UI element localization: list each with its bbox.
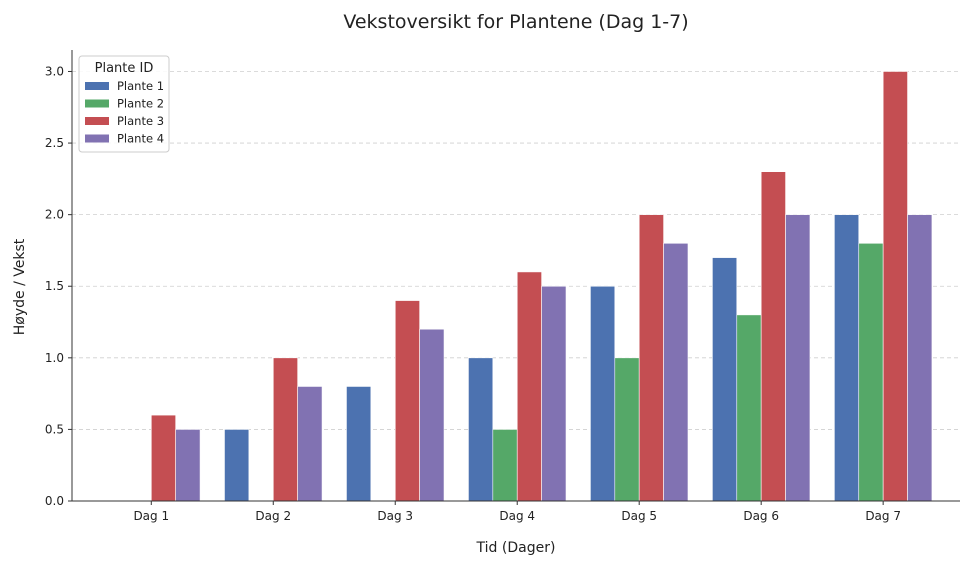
bar-plante-4 [907, 214, 933, 502]
bar-plante-2 [858, 242, 884, 502]
bar-plante-3 [394, 300, 420, 502]
bar-plante-3 [882, 71, 908, 502]
legend: Plante ID Plante 1 Plante 2 Plante 3 Plante … [78, 55, 170, 153]
bar-plante-4 [785, 214, 811, 502]
legend-title: Plante ID [95, 61, 154, 76]
bar-plante-2 [614, 357, 640, 502]
bar-plante-2 [492, 429, 518, 502]
y-tick-label: 0.5 [45, 422, 64, 436]
x-tick-label: Dag 2 [255, 509, 291, 523]
x-ticks: Dag 1 Dag 2 Dag 3 Dag 4 Dag 5 Dag 6 Dag 7 [133, 501, 901, 523]
bar-plante-1 [468, 357, 494, 502]
bar-plante-1 [346, 386, 372, 502]
bar-plante-1 [224, 429, 250, 502]
bar-plante-4 [419, 328, 445, 502]
y-ticks: 0.0 0.5 1.0 1.5 2.0 2.5 3.0 [45, 64, 72, 508]
gridlines [72, 71, 960, 430]
y-tick-label: 2.5 [45, 136, 64, 150]
y-tick-label: 2.0 [45, 208, 64, 222]
bar-plante-3 [272, 357, 298, 502]
y-axis-label: Høyde / Vekst [12, 238, 28, 335]
bar-plante-4 [663, 242, 689, 502]
x-tick-label: Dag 3 [377, 509, 413, 523]
bar-plante-3 [760, 171, 786, 502]
bar-plante-2 [736, 314, 762, 502]
axes [71, 50, 960, 502]
legend-swatch [85, 82, 109, 90]
y-tick-label: 1.0 [45, 351, 64, 365]
bar-plante-3 [516, 271, 542, 502]
bar-plante-1 [590, 285, 616, 502]
bar-plante-4 [297, 386, 323, 502]
bar-plante-4 [541, 285, 567, 502]
bar-plante-3 [638, 214, 664, 502]
legend-label: Plante 2 [117, 97, 164, 111]
bar-plante-1 [712, 257, 738, 502]
x-tick-label: Dag 5 [621, 509, 657, 523]
x-tick-label: Dag 4 [499, 509, 535, 523]
bar-plante-1 [834, 214, 860, 502]
y-tick-label: 1.5 [45, 279, 64, 293]
legend-box [78, 55, 170, 153]
x-axis-label: Tid (Dager) [476, 540, 556, 556]
y-tick-label: 3.0 [45, 64, 64, 78]
legend-swatch [85, 134, 109, 143]
y-tick-label: 0.0 [45, 494, 64, 508]
legend-swatch [85, 117, 109, 125]
legend-label: Plante 1 [117, 79, 164, 93]
x-tick-label: Dag 1 [133, 509, 169, 523]
legend-label: Plante 3 [117, 114, 164, 128]
bar-plante-3 [150, 414, 176, 502]
legend-label: Plante 4 [117, 132, 164, 146]
x-tick-label: Dag 6 [743, 509, 779, 523]
bars [150, 71, 933, 502]
x-tick-label: Dag 7 [865, 509, 901, 523]
chart-title: Vekstoversikt for Plantene (Dag 1-7) [343, 11, 688, 33]
legend-swatch [85, 99, 109, 108]
bar-plante-4 [175, 429, 201, 502]
